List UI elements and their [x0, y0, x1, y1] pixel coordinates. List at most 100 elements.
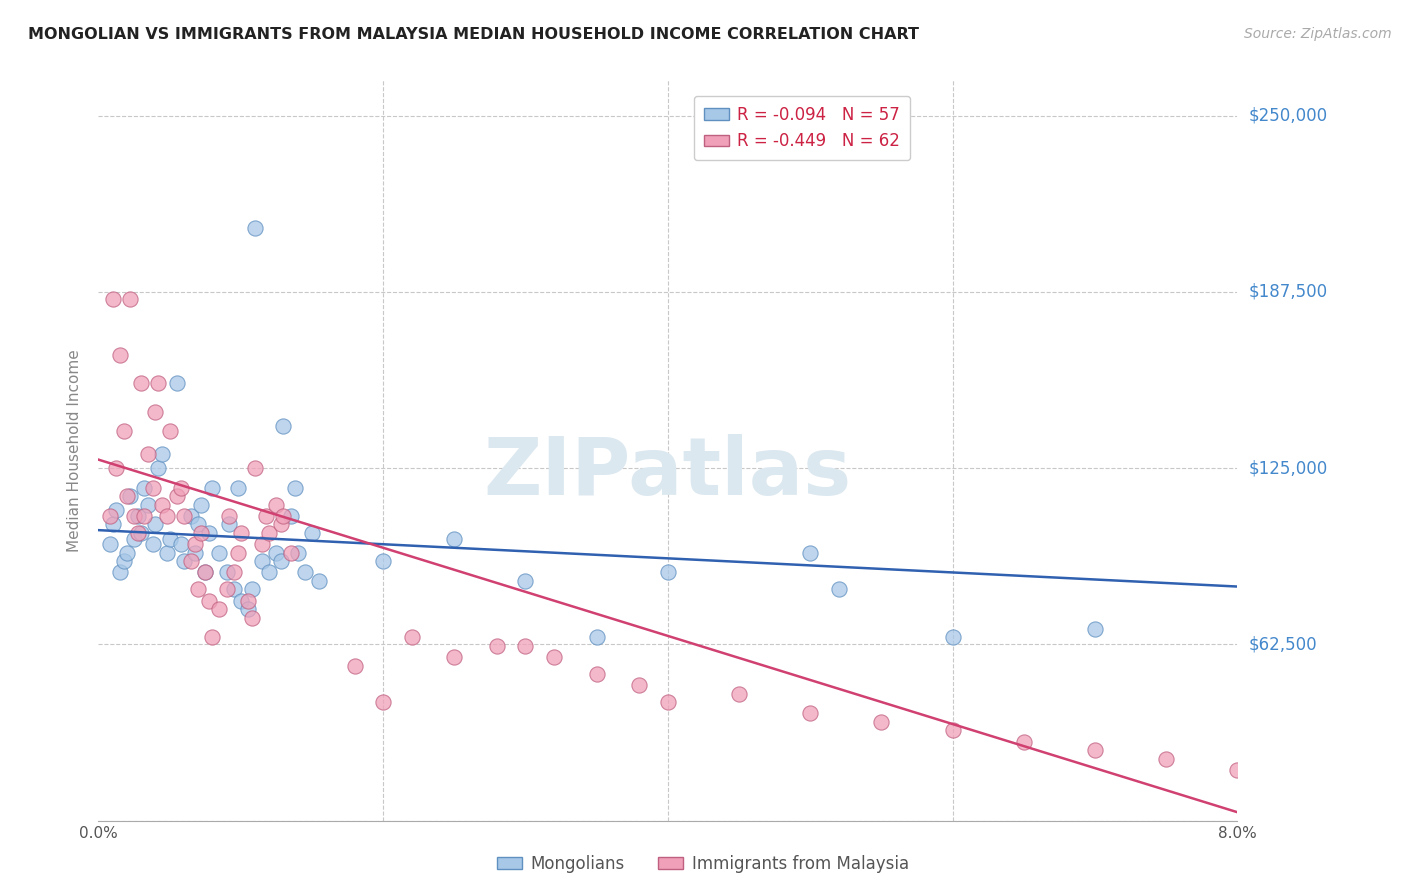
Point	[173, 554, 195, 568]
Point	[229, 525, 252, 540]
Point	[1084, 743, 1107, 757]
Point	[308, 574, 330, 588]
Point	[250, 537, 273, 551]
Text: $125,000: $125,000	[1249, 459, 1327, 477]
Point	[254, 509, 277, 524]
Point	[136, 498, 159, 512]
Point	[218, 509, 240, 524]
Point	[301, 525, 323, 540]
Point	[443, 532, 465, 546]
Point	[371, 695, 394, 709]
Point	[343, 658, 366, 673]
Point	[104, 461, 127, 475]
Point	[118, 292, 141, 306]
Point	[628, 678, 651, 692]
Point	[132, 509, 155, 524]
Point	[236, 602, 259, 616]
Point	[112, 554, 135, 568]
Point	[129, 525, 152, 540]
Point	[270, 517, 292, 532]
Point	[728, 687, 751, 701]
Point	[942, 723, 965, 738]
Point	[657, 695, 679, 709]
Point	[226, 546, 249, 560]
Point	[284, 481, 307, 495]
Point	[98, 537, 121, 551]
Y-axis label: Median Household Income: Median Household Income	[67, 349, 83, 552]
Point	[1084, 622, 1107, 636]
Point	[118, 489, 141, 503]
Point	[122, 532, 145, 546]
Point	[240, 582, 263, 597]
Point	[173, 509, 195, 524]
Point	[141, 481, 163, 495]
Point	[170, 537, 193, 551]
Point	[273, 509, 295, 524]
Point	[201, 630, 224, 644]
Point	[156, 546, 179, 560]
Point	[136, 447, 159, 461]
Point	[585, 630, 607, 644]
Point	[184, 546, 207, 560]
Point	[515, 639, 537, 653]
Point	[443, 650, 465, 665]
Text: $187,500: $187,500	[1249, 283, 1327, 301]
Point	[108, 348, 131, 362]
Point	[799, 546, 821, 560]
Point	[942, 630, 965, 644]
Point	[208, 546, 231, 560]
Point	[180, 509, 202, 524]
Point	[870, 714, 893, 729]
Point	[515, 574, 537, 588]
Point	[112, 425, 135, 439]
Point	[280, 546, 302, 560]
Point	[259, 525, 281, 540]
Point	[236, 593, 259, 607]
Point	[222, 566, 245, 580]
Point	[132, 481, 155, 495]
Point	[104, 503, 127, 517]
Point	[486, 639, 509, 653]
Point	[122, 509, 145, 524]
Point	[184, 537, 207, 551]
Point	[156, 509, 179, 524]
Point	[145, 405, 167, 419]
Point	[198, 593, 221, 607]
Point	[215, 582, 238, 597]
Point	[198, 525, 221, 540]
Point	[190, 525, 212, 540]
Point	[101, 517, 124, 532]
Point	[243, 221, 266, 235]
Point	[145, 517, 167, 532]
Point	[280, 509, 302, 524]
Point	[115, 546, 138, 560]
Point	[98, 509, 121, 524]
Point	[250, 554, 273, 568]
Point	[266, 498, 288, 512]
Text: $62,500: $62,500	[1249, 635, 1317, 653]
Point	[799, 706, 821, 721]
Point	[270, 554, 292, 568]
Text: $250,000: $250,000	[1249, 106, 1327, 125]
Point	[294, 566, 316, 580]
Text: ZIPatlas: ZIPatlas	[484, 434, 852, 512]
Point	[194, 566, 217, 580]
Point	[194, 566, 217, 580]
Point	[201, 481, 224, 495]
Point	[166, 489, 188, 503]
Point	[190, 498, 212, 512]
Point	[152, 498, 174, 512]
Point	[401, 630, 423, 644]
Point	[218, 517, 240, 532]
Point	[108, 566, 131, 580]
Point	[585, 667, 607, 681]
Point	[828, 582, 851, 597]
Point	[657, 566, 679, 580]
Point	[208, 602, 231, 616]
Point	[226, 481, 249, 495]
Point	[152, 447, 174, 461]
Point	[1154, 751, 1177, 765]
Point	[266, 546, 288, 560]
Point	[287, 546, 309, 560]
Point	[222, 582, 245, 597]
